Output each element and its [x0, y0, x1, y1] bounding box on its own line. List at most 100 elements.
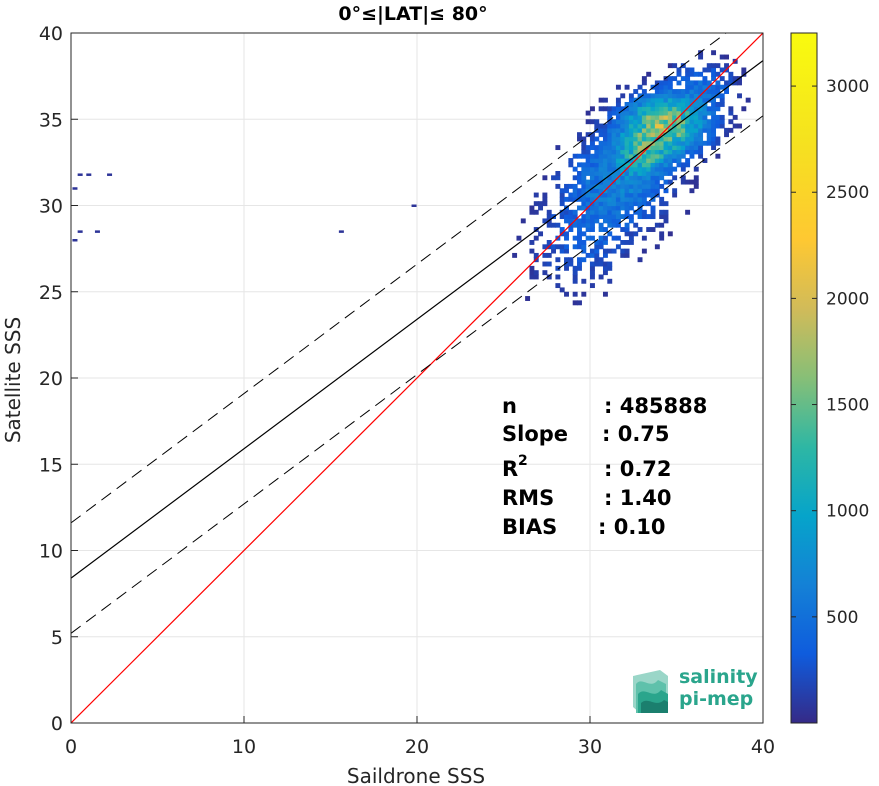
- density-cell-973: [711, 63, 717, 69]
- density-cell-673: [654, 119, 660, 125]
- density-cell-397: [615, 127, 621, 133]
- density-cell-555: [637, 119, 643, 125]
- density-cell-912: [698, 114, 704, 120]
- density-cell-75: [564, 231, 569, 237]
- density-cell-203: [590, 188, 595, 194]
- density-cell-113: [572, 153, 578, 159]
- density-cell-52: [555, 222, 561, 228]
- density-cell-741: [663, 80, 669, 86]
- density-cell-696: [659, 153, 665, 159]
- density-cell-568: [641, 196, 647, 202]
- density-cell-880: [689, 67, 695, 73]
- density-cell-339: [607, 123, 613, 129]
- density-cell-305: [602, 136, 608, 142]
- density-cell-302: [602, 149, 608, 155]
- density-cell-953: [706, 67, 712, 73]
- density-cell-245: [594, 119, 600, 125]
- density-cell-804: [676, 110, 682, 116]
- density-cell-943: [706, 127, 712, 133]
- density-cell-896: [693, 102, 699, 107]
- density-cell-593: [641, 89, 647, 94]
- density-cell-559: [637, 102, 643, 107]
- density-cell-230: [594, 192, 600, 198]
- density-cell-723: [663, 158, 669, 163]
- density-cell-910: [698, 123, 704, 129]
- density-cell-299: [602, 162, 608, 168]
- density-cell-312: [607, 265, 613, 271]
- density-cell-304: [602, 140, 608, 146]
- density-cell-491: [628, 136, 634, 142]
- density-cell-493: [628, 127, 634, 133]
- density-cell-470: [628, 240, 634, 245]
- density-cell-737: [663, 97, 669, 103]
- density-cell-455: [624, 158, 630, 163]
- density-cell-647: [650, 114, 656, 120]
- density-cell-691: [659, 175, 665, 181]
- density-cell-887: [693, 140, 699, 146]
- density-cell-745: [667, 171, 673, 176]
- density-cell-603: [646, 175, 652, 181]
- density-cell-829: [680, 102, 686, 107]
- density-cell-813: [680, 179, 686, 185]
- density-cell-655: [654, 222, 660, 228]
- density-cell-752: [667, 140, 673, 146]
- density-cell-459: [624, 140, 630, 146]
- density-cell-253: [598, 222, 604, 228]
- density-cell-36: [546, 240, 552, 245]
- density-cell-735: [663, 106, 669, 112]
- density-cell-604: [646, 171, 652, 176]
- density-cell-202: [590, 192, 595, 198]
- density-cell-780: [672, 127, 678, 133]
- density-cell-556: [637, 114, 643, 120]
- density-cell-800: [676, 127, 682, 133]
- density-cell-257: [598, 201, 604, 207]
- density-cell-140: [581, 244, 587, 250]
- density-cell-125: [577, 205, 582, 211]
- density-cell-280: [602, 261, 608, 267]
- density-cell-874: [689, 97, 695, 103]
- density-cell-8: [529, 240, 535, 245]
- density-cell-716: [663, 209, 669, 215]
- density-cell-65: [559, 196, 565, 202]
- density-cell-109: [572, 188, 578, 194]
- density-cell-69: [564, 265, 569, 271]
- density-cell-595: [641, 76, 647, 82]
- density-cell-1021: [737, 80, 742, 86]
- density-cell-786: [672, 102, 678, 107]
- stat-r2-label: R: [502, 457, 518, 481]
- density-cell-444: [624, 205, 630, 211]
- density-cell-449: [624, 183, 630, 189]
- density-cell-190: [590, 261, 595, 267]
- density-cell-851: [685, 97, 691, 103]
- density-cell-283: [602, 240, 608, 245]
- density-cell-511: [633, 175, 639, 181]
- density-cell-704: [659, 119, 665, 125]
- density-cell-21: [538, 205, 544, 211]
- density-cell-1016: [732, 80, 738, 86]
- density-cell-205: [590, 179, 595, 185]
- density-cell-637: [650, 158, 656, 163]
- density-cell-242: [594, 136, 600, 142]
- density-cell-352: [611, 196, 617, 202]
- density-cell-570: [641, 188, 647, 194]
- density-cell-899: [693, 89, 699, 94]
- density-cell-57: [559, 287, 565, 293]
- density-cell-209: [590, 162, 595, 168]
- density-cell-457: [624, 149, 630, 155]
- density-cell-810: [676, 80, 682, 86]
- density-cell-494: [628, 123, 634, 129]
- density-cell-866: [689, 132, 695, 138]
- density-cell-117: [577, 257, 582, 263]
- density-cell-976: [715, 140, 721, 146]
- density-cell-513: [633, 166, 639, 172]
- density-cell-227: [594, 205, 600, 211]
- density-cell-990: [719, 119, 725, 125]
- density-cell-797: [676, 140, 682, 146]
- density-cell-942: [706, 132, 712, 138]
- density-cell-240: [594, 149, 600, 155]
- density-cell-346: [611, 222, 617, 228]
- density-cell-114: [577, 300, 582, 306]
- density-cell-456: [624, 153, 630, 159]
- density-cell-269: [598, 149, 604, 155]
- density-cell-178: [585, 162, 591, 168]
